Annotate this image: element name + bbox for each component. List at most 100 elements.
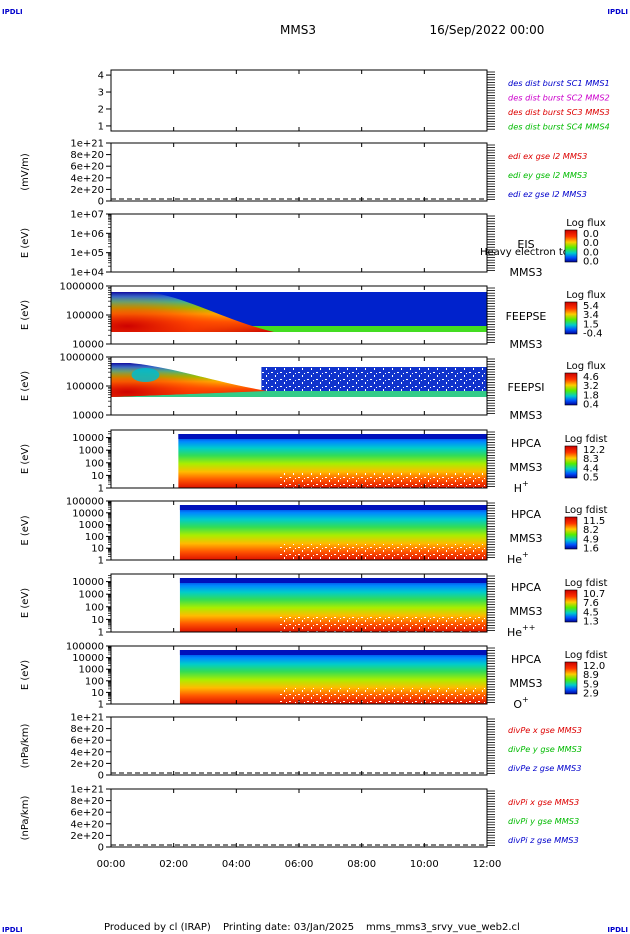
- spectrogram-6: [179, 505, 487, 560]
- header-datetime: 16/Sep/2022 00:00: [430, 23, 545, 37]
- colorbar-6: [564, 516, 578, 550]
- xtick-label-3: 06:00: [285, 859, 314, 870]
- ytick-label-10-2: 4e+20: [70, 819, 104, 830]
- footer-produced-by: Produced by cl (IRAP): [104, 922, 211, 933]
- ytick-label-1-1: 2e+20: [70, 185, 104, 196]
- legend-0-0: des dist burst SC1 MMS1: [508, 78, 610, 88]
- ytick-label-10-4: 8e+20: [70, 796, 104, 807]
- right-ticks-6: [487, 502, 495, 558]
- ytick-label-6-3: 1000: [79, 520, 104, 531]
- corner-mark-top-right: IPDLI: [607, 8, 628, 16]
- corner-mark-bottom-left: IPDLI: [2, 926, 23, 934]
- ylabel-6: E (eV): [20, 515, 31, 545]
- ytick-label-5-3: 1000: [79, 446, 104, 457]
- colorbar-title-3: Log flux: [566, 290, 606, 301]
- colorbar-tick-3-3: -0.4: [583, 329, 603, 340]
- colorbar-tick-8-3: 2.9: [583, 689, 599, 700]
- instrument-label-6: HPCA: [511, 508, 542, 521]
- ytick-label-1-2: 4e+20: [70, 173, 104, 184]
- xtick-label-2: 04:00: [222, 859, 251, 870]
- xtick-label-1: 02:00: [159, 859, 188, 870]
- instrument-label-4: FEEPSI: [507, 381, 544, 394]
- ylabel-10: (nPa/km): [20, 796, 31, 841]
- ylabel-2: E (eV): [20, 228, 31, 258]
- ytick-label-4-0: 10000: [72, 411, 104, 422]
- ytick-label-8-2: 100: [85, 676, 104, 687]
- ylabel-7: E (eV): [20, 588, 31, 618]
- ytick-label-6-0: 1: [98, 556, 104, 567]
- colorbar-tick-2-2: 0.0: [583, 247, 599, 258]
- ytick-label-8-4: 10000: [72, 653, 104, 664]
- species-sup-7: ++: [522, 623, 535, 632]
- right-ticks-10: [487, 790, 495, 846]
- colorbar-tick-2-1: 0.0: [583, 238, 599, 249]
- ytick-label-5-1: 10: [91, 471, 104, 482]
- instrument-label-5: HPCA: [511, 437, 542, 450]
- spacecraft-label-2: MMS3: [510, 266, 543, 279]
- ytick-label-8-1: 10: [91, 688, 104, 699]
- spacecraft-label-7: MMS3: [510, 605, 543, 618]
- panel-frame-10: [110, 788, 488, 848]
- xtick-label-0: 00:00: [97, 859, 126, 870]
- header-spacecraft: MMS3: [280, 23, 316, 37]
- ytick-label-9-1: 2e+20: [70, 759, 104, 770]
- legend-9-0: divPe x gse MMS3: [508, 725, 582, 735]
- footer-printing-date: Printing date: 03/Jan/2025: [223, 922, 354, 933]
- ylabel-4: E (eV): [20, 371, 31, 401]
- legend-0-3: des dist burst SC4 MMS4: [508, 122, 610, 132]
- ytick-label-8-5: 100000: [66, 642, 104, 653]
- ytick-label-1-3: 6e+20: [70, 162, 104, 173]
- panel-frame-2: [110, 213, 488, 273]
- ytick-label-10-3: 6e+20: [70, 808, 104, 819]
- ytick-label-10-0: 0: [98, 843, 104, 854]
- colorbar-tick-4-1: 3.2: [583, 381, 599, 392]
- colorbar-8: [564, 661, 578, 695]
- legend-9-1: divPe y gse MMS3: [508, 744, 582, 754]
- right-ticks-0: [487, 71, 495, 130]
- instrument-label-8: HPCA: [511, 653, 542, 666]
- colorbar-title-4: Log flux: [566, 361, 606, 372]
- ytick-label-3-2: 1000000: [59, 282, 104, 293]
- legend-1-1: edi ey gse l2 MMS3: [508, 170, 587, 180]
- colorbar-tick-6-0: 11.5: [583, 516, 605, 527]
- ylabel-5: E (eV): [20, 444, 31, 474]
- ytick-label-8-0: 1: [98, 700, 104, 711]
- colorbar-tick-7-3: 1.3: [583, 617, 599, 628]
- legend-10-2: divPi z gse MMS3: [508, 835, 579, 845]
- spectrogram-3: [111, 292, 487, 332]
- ytick-label-3-0: 10000: [72, 340, 104, 351]
- legend-10-0: divPi x gse MMS3: [508, 797, 579, 807]
- colorbar-title-6: Log fdist: [565, 505, 608, 516]
- legend-0-1: des dist burst SC2 MMS2: [508, 93, 610, 103]
- colorbar-tick-5-2: 4.4: [583, 463, 599, 474]
- ylabel-1: (mV/m): [20, 153, 31, 191]
- species-label-7: He: [507, 626, 522, 639]
- right-ticks-8: [487, 647, 495, 703]
- ytick-label-7-4: 10000: [72, 577, 104, 588]
- colorbar-7: [564, 589, 578, 623]
- colorbar-tick-2-0: 0.0: [583, 229, 599, 240]
- colorbar-title-8: Log fdist: [565, 650, 608, 661]
- species-label-8: O: [513, 698, 522, 711]
- legend-9-2: divPe z gse MMS3: [508, 763, 581, 773]
- colorbar-tick-8-2: 5.9: [583, 679, 599, 690]
- ytick-label-6-1: 10: [91, 544, 104, 555]
- colorbar-tick-3-1: 3.4: [583, 310, 599, 321]
- instrument-label-3: FEEPSE: [506, 310, 547, 323]
- right-ticks-2: [487, 215, 495, 272]
- ytick-label-1-0: 0: [98, 197, 104, 208]
- ytick-label-1-5: 1e+21: [70, 139, 104, 150]
- colorbar-tick-7-0: 10.7: [583, 589, 605, 600]
- spectrogram-4: [111, 363, 487, 397]
- spacecraft-label-6: MMS3: [510, 532, 543, 545]
- ytick-label-4-2: 1000000: [59, 353, 104, 364]
- ytick-label-7-1: 10: [91, 615, 104, 626]
- instrument-label-7: HPCA: [511, 581, 542, 594]
- ytick-label-2-2: 1e+06: [70, 229, 104, 240]
- ytick-label-6-2: 100: [85, 532, 104, 543]
- spectrogram-7: [179, 578, 487, 632]
- spacecraft-label-3: MMS3: [510, 338, 543, 351]
- species-sup-8: +: [522, 695, 529, 704]
- species-label-5: H: [514, 482, 522, 495]
- ytick-label-9-5: 1e+21: [70, 713, 104, 724]
